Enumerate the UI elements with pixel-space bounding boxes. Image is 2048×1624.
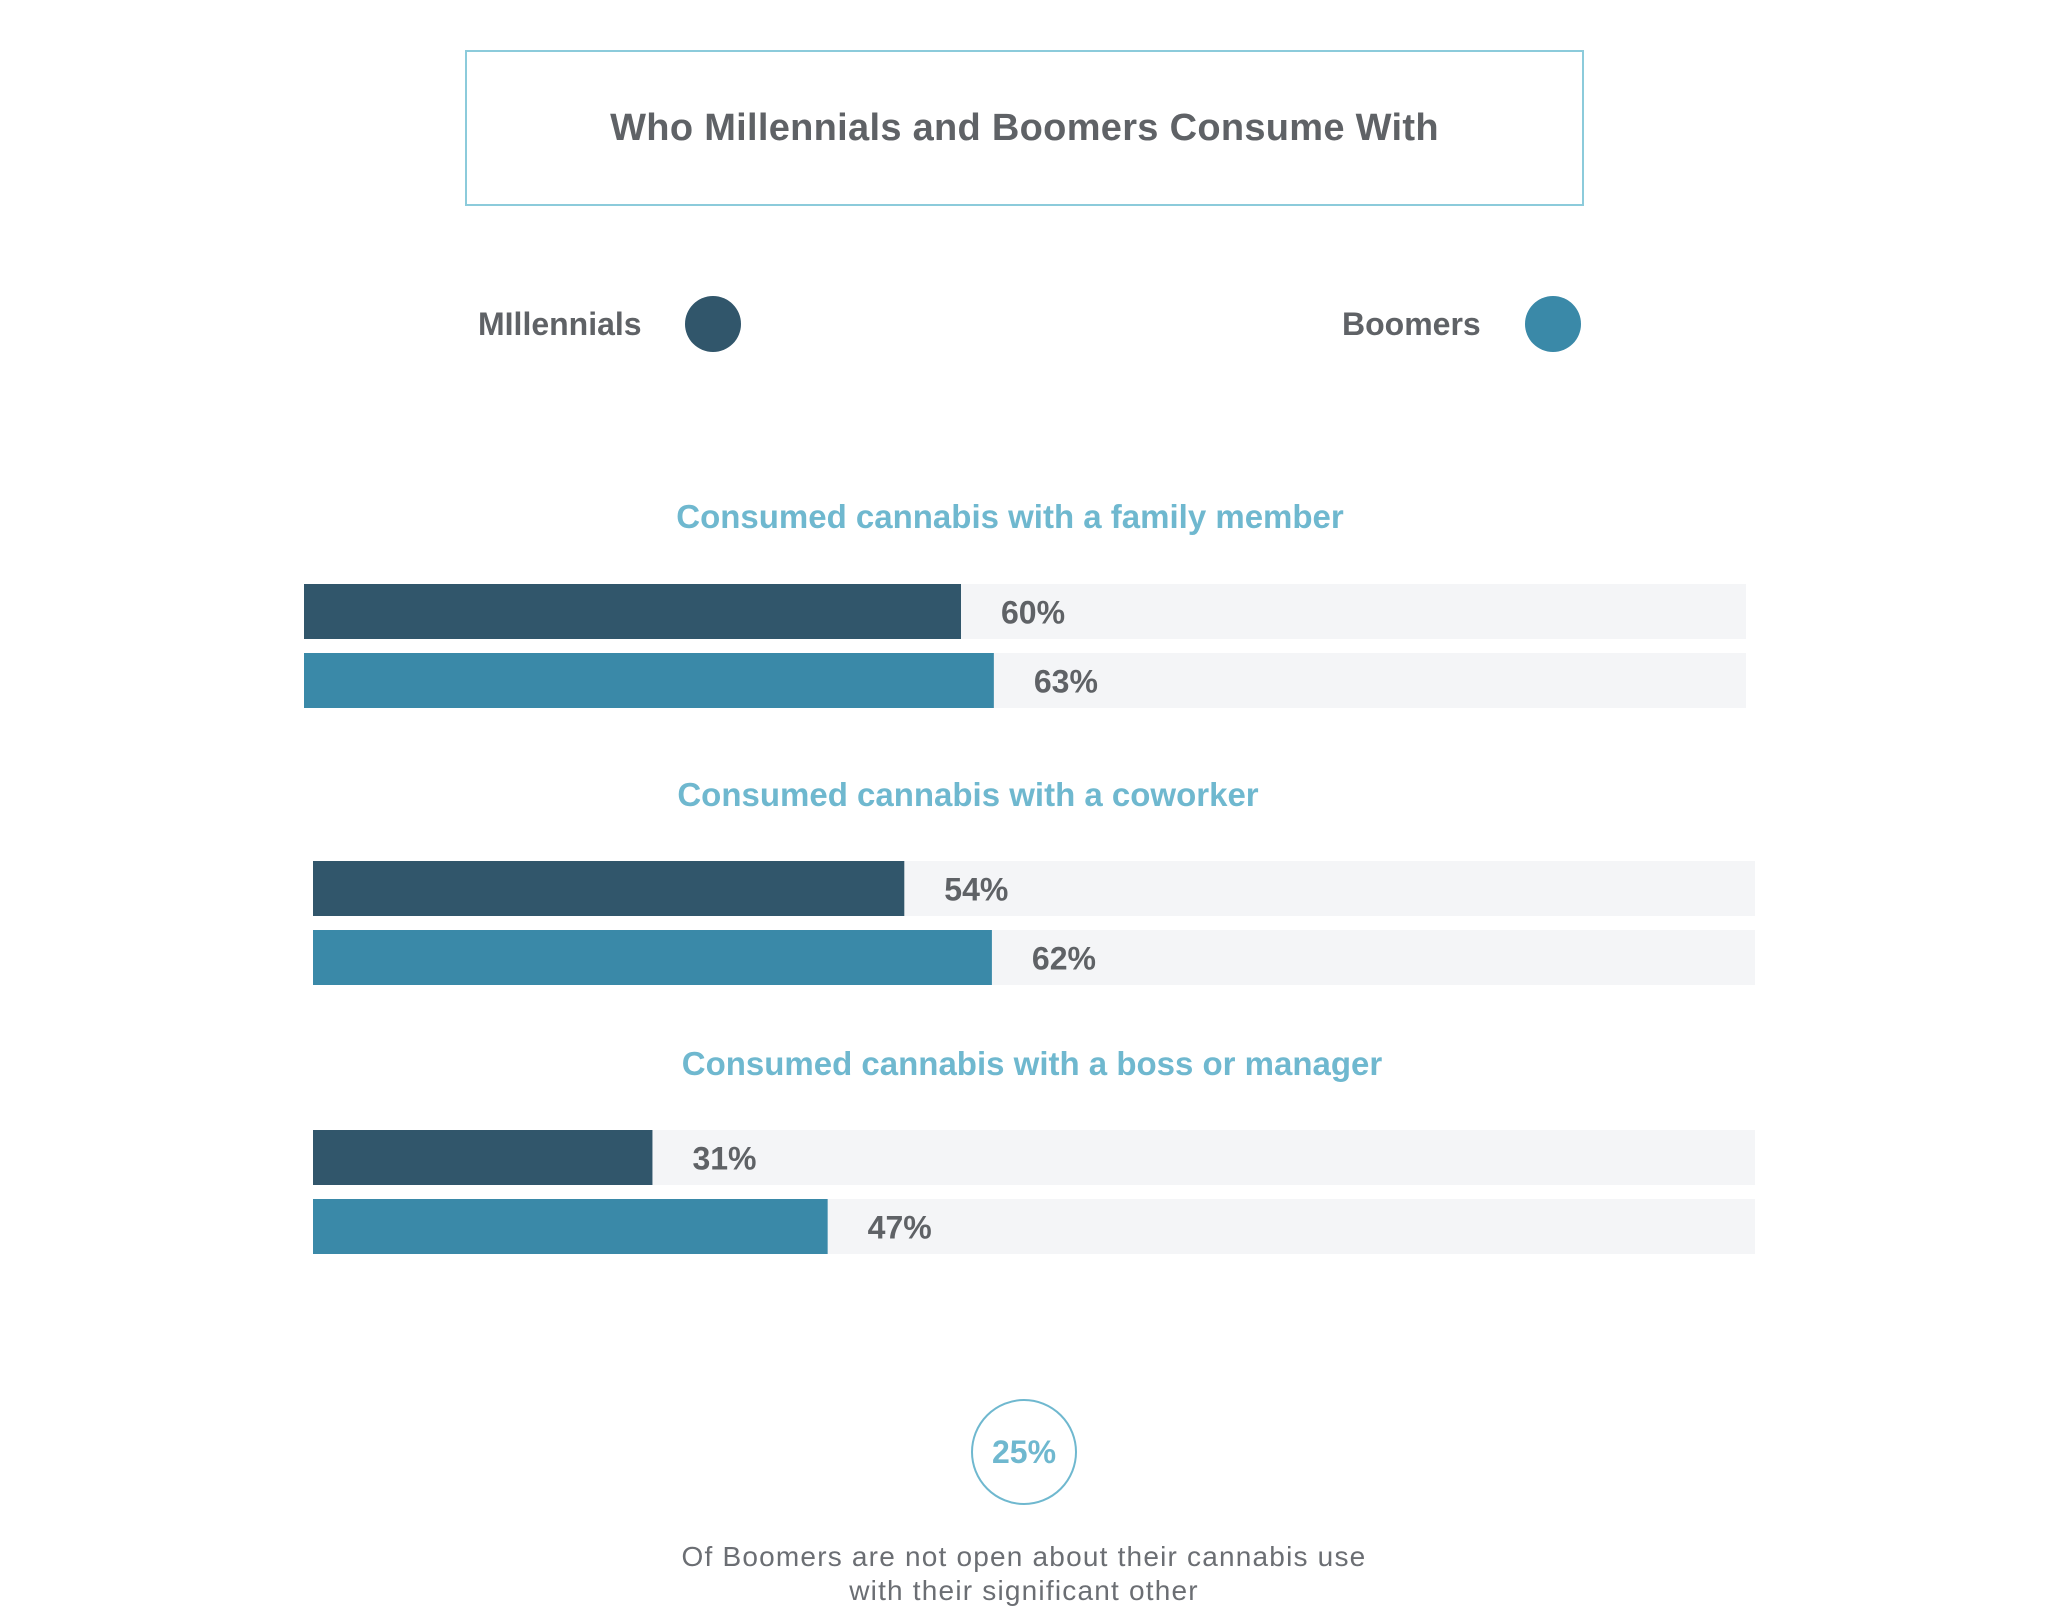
category-title: Consumed cannabis with a boss or manager — [682, 1045, 1383, 1082]
bar-boomers — [304, 653, 994, 708]
data-label: 62% — [1032, 941, 1096, 977]
callout-circle: 25% — [971, 1399, 1077, 1505]
category-title: Consumed cannabis with a family member — [676, 498, 1344, 535]
callout-caption-line1: Of Boomers are not open about their cann… — [681, 1541, 1367, 1572]
data-label: 47% — [868, 1210, 932, 1246]
data-label: 60% — [1001, 595, 1065, 631]
data-label: 63% — [1034, 664, 1098, 700]
category-title: Consumed cannabis with a coworker — [677, 776, 1258, 813]
callout-caption: Of Boomers are not open about their cann… — [524, 1540, 1524, 1608]
bar-chart: Consumed cannabis with a family member 60… — [304, 498, 1755, 1254]
chart-title: Who Millennials and Boomers Consume With — [610, 106, 1439, 149]
callout-value: 25% — [991, 1433, 1057, 1470]
legend-dot-boomers — [1525, 296, 1581, 352]
bar-millennials — [313, 1130, 653, 1185]
bar-millennials — [313, 861, 905, 916]
legend-dot-millennials — [685, 296, 741, 352]
bar-boomers — [313, 1199, 828, 1254]
bar-millennials — [304, 584, 961, 639]
chart-title-box: Who Millennials and Boomers Consume With — [465, 50, 1584, 206]
data-label: 54% — [944, 872, 1008, 908]
data-label: 31% — [692, 1141, 756, 1177]
legend-label-millennials: MIllennials — [478, 306, 642, 342]
callout-caption-line2: with their significant other — [849, 1575, 1199, 1606]
bar-boomers — [313, 930, 992, 985]
legend-label-boomers: Boomers — [1342, 306, 1481, 342]
